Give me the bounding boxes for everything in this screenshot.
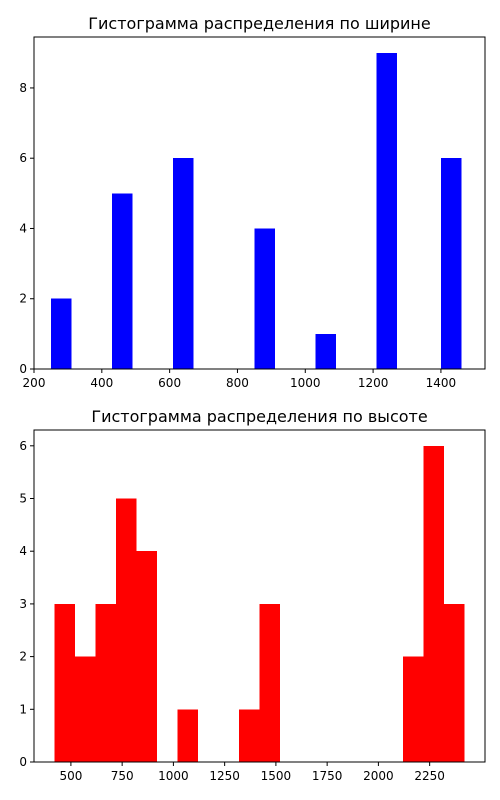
y-tick-label: 8 [19, 81, 27, 95]
histogram-bar [136, 551, 157, 762]
histogram-bar [376, 52, 397, 370]
histogram-bar [116, 498, 137, 762]
y-tick-label: 6 [19, 439, 27, 453]
histogram-bar [444, 603, 465, 762]
x-tick-label: 2000 [363, 769, 394, 783]
y-tick-label: 3 [19, 597, 27, 611]
height-histogram: Гистограмма распределения по высоте 500 7… [19, 407, 486, 783]
y-tick-label: 2 [19, 292, 27, 306]
x-tick-label: 2250 [414, 769, 445, 783]
y-tick-label: 0 [19, 362, 27, 376]
histogram-bar [259, 603, 280, 762]
histogram-bar [254, 228, 275, 369]
histogram-bar [75, 656, 96, 762]
x-tick-label: 750 [111, 769, 134, 783]
histogram-bar [111, 193, 133, 369]
x-tick-label: 1000 [158, 769, 189, 783]
x-tick-label: 400 [90, 376, 113, 390]
x-tick-label: 1500 [261, 769, 292, 783]
y-tick-label: 4 [19, 221, 27, 235]
x-tick-label: 500 [59, 769, 82, 783]
histogram-bar [54, 603, 75, 762]
chart-title: Гистограмма распределения по ширине [88, 14, 430, 33]
histogram-bar [315, 333, 336, 369]
x-tick-label: 200 [23, 376, 46, 390]
histogram-bar [50, 298, 72, 369]
histogram-bar [239, 709, 260, 762]
width-histogram: Гистограмма распределения по ширине 200 4… [19, 14, 486, 390]
x-tick-label: 1200 [358, 376, 389, 390]
histogram-bar [403, 656, 424, 762]
plot-frame [33, 36, 486, 370]
x-tick-label: 1250 [209, 769, 240, 783]
y-tick-label: 2 [19, 650, 27, 664]
y-tick-label: 5 [19, 492, 27, 506]
plot-frame [33, 429, 486, 763]
y-tick-label: 4 [19, 544, 27, 558]
x-tick-label: 1000 [290, 376, 321, 390]
x-tick-label: 1750 [312, 769, 343, 783]
chart-title: Гистограмма распределения по высоте [91, 407, 427, 426]
y-tick-label: 0 [19, 755, 27, 769]
histogram-bar [177, 709, 198, 762]
histogram-bar [440, 158, 462, 369]
y-tick-label: 1 [19, 702, 27, 716]
x-tick-label: 800 [226, 376, 249, 390]
x-tick-label: 1400 [426, 376, 457, 390]
histogram-bar [173, 158, 194, 369]
y-tick-label: 6 [19, 151, 27, 165]
histogram-bar [95, 603, 116, 762]
x-tick-label: 600 [158, 376, 181, 390]
histogram-bar [423, 445, 444, 762]
